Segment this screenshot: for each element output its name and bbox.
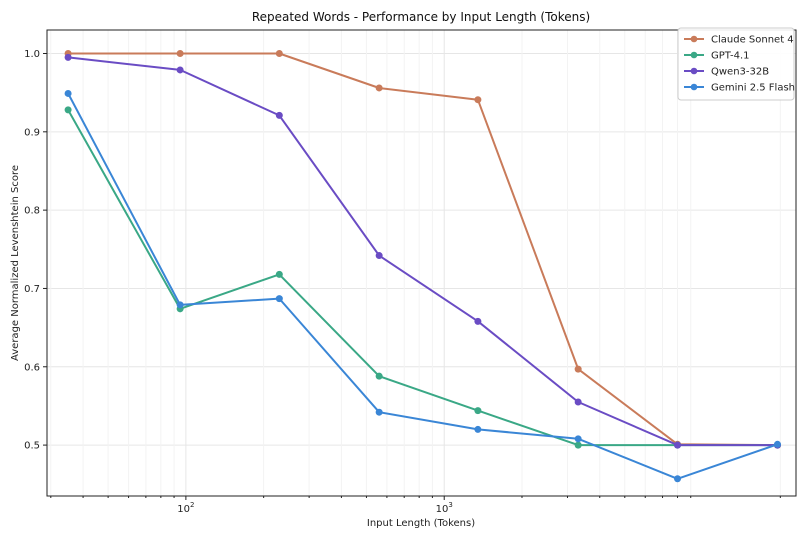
series-point	[375, 408, 383, 416]
series-point	[64, 89, 72, 97]
chart-title: Repeated Words - Performance by Input Le…	[252, 10, 590, 24]
series-point	[176, 66, 184, 74]
series-point	[375, 84, 383, 92]
y-axis-label: Average Normalized Levenshtein Score	[10, 165, 21, 361]
series-point	[474, 407, 482, 415]
y-tick-label: 0.8	[24, 206, 40, 217]
series-point	[674, 475, 682, 483]
series-point	[275, 270, 283, 278]
series-line	[67, 56, 778, 447]
legend-label: Gemini 2.5 Flash	[711, 83, 795, 94]
y-tick-label: 0.6	[24, 362, 40, 373]
x-axis-label: Input Length (Tokens)	[367, 518, 475, 529]
x-tick-label: 103	[436, 501, 453, 515]
plot-frame	[46, 29, 797, 497]
series-point	[275, 295, 283, 303]
series-point	[674, 441, 682, 449]
ticks: 0.5 0.6 0.7 0.8 0.9 1.0 102 103	[24, 49, 781, 515]
series-point	[375, 372, 383, 380]
series-point	[773, 440, 781, 448]
series-point	[474, 317, 482, 325]
legend-swatch-marker	[690, 67, 698, 75]
series-point	[275, 111, 283, 119]
legend-box	[677, 27, 795, 101]
series-point	[176, 301, 184, 309]
series	[64, 49, 781, 483]
series-point	[64, 53, 72, 61]
x-tick-label: 102	[177, 501, 194, 515]
series-point	[574, 435, 582, 443]
legend-swatch-marker	[690, 83, 698, 91]
series-point	[275, 49, 283, 57]
y-tick-label: 0.7	[24, 284, 40, 295]
series-point	[574, 365, 582, 373]
series-point	[574, 441, 582, 449]
legend: Claude Sonnet 4 GPT-4.1 Qwen3-32B Gemini 2.…	[677, 27, 795, 101]
legend-label: Claude Sonnet 4	[711, 35, 794, 46]
series-point	[574, 398, 582, 406]
y-tick-label: 1.0	[24, 49, 40, 60]
series-point	[176, 49, 184, 57]
legend-label: Qwen3-32B	[711, 67, 769, 78]
series-line	[67, 92, 778, 480]
series-point	[474, 96, 482, 104]
series-point	[474, 425, 482, 433]
y-tick-label: 0.9	[24, 127, 40, 138]
series-line	[68, 52, 778, 447]
legend-swatch-marker	[690, 51, 698, 59]
legend-label: GPT-4.1	[711, 51, 749, 62]
series-point	[64, 106, 72, 114]
series-point	[375, 252, 383, 260]
legend-swatch-marker	[690, 35, 698, 43]
y-tick-label: 0.5	[24, 441, 40, 452]
